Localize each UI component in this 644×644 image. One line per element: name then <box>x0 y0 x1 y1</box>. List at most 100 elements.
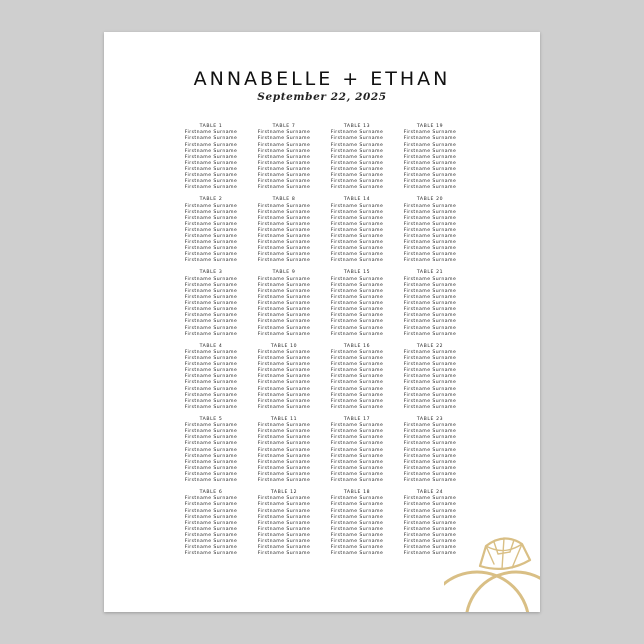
table-label: TABLE 15 <box>343 270 371 276</box>
guest-name: Firstname Surname <box>330 282 384 288</box>
guest-name: Firstname Surname <box>184 538 238 544</box>
guest-name: Firstname Surname <box>330 538 384 544</box>
guest-name: Firstname Surname <box>403 423 457 429</box>
guest-name: Firstname Surname <box>330 166 384 172</box>
guest-name: Firstname Surname <box>403 148 457 154</box>
diamond-ring-icon <box>444 537 540 612</box>
guest-name: Firstname Surname <box>257 240 311 246</box>
guest-name: Firstname Surname <box>330 288 384 294</box>
guest-name: Firstname Surname <box>184 471 238 477</box>
guest-name: Firstname Surname <box>330 356 384 362</box>
guest-name: Firstname Surname <box>184 368 238 374</box>
guest-name: Firstname Surname <box>330 374 384 380</box>
table-label: TABLE 2 <box>199 197 223 203</box>
guest-name: Firstname Surname <box>184 404 238 410</box>
guest-name: Firstname Surname <box>257 477 311 483</box>
guest-name: Firstname Surname <box>330 313 384 319</box>
guest-name: Firstname Surname <box>257 435 311 441</box>
guest-name: Firstname Surname <box>403 514 457 520</box>
guest-name: Firstname Surname <box>330 215 384 221</box>
table-block: TABLE 21 Firstname Surname Firstname Surna… <box>401 270 459 343</box>
guest-name: Firstname Surname <box>257 295 311 301</box>
guest-name: Firstname Surname <box>184 130 238 136</box>
guest-name: Firstname Surname <box>403 246 457 252</box>
guest-name: Firstname Surname <box>184 136 238 142</box>
table-block: TABLE 1 Firstname Surname Firstname Surnam… <box>182 124 240 197</box>
guest-name: Firstname Surname <box>184 295 238 301</box>
guest-name: Firstname Surname <box>403 301 457 307</box>
guest-name: Firstname Surname <box>257 349 311 355</box>
guest-name: Firstname Surname <box>403 532 457 538</box>
guest-name: Firstname Surname <box>257 514 311 520</box>
guest-name: Firstname Surname <box>257 148 311 154</box>
guest-name: Firstname Surname <box>257 386 311 392</box>
guest-name: Firstname Surname <box>184 276 238 282</box>
table-block: TABLE 16 Firstname Surname Firstname Surna… <box>328 344 386 417</box>
guest-name: Firstname Surname <box>330 508 384 514</box>
guest-name: Firstname Surname <box>330 526 384 532</box>
guest-name: Firstname Surname <box>403 502 457 508</box>
guest-name: Firstname Surname <box>257 221 311 227</box>
table-block: TABLE 11 Firstname Surname Firstname Surna… <box>255 417 313 490</box>
guest-name: Firstname Surname <box>330 246 384 252</box>
guest-name: Firstname Surname <box>330 185 384 191</box>
guest-name: Firstname Surname <box>257 258 311 264</box>
table-block: TABLE 7 Firstname Surname Firstname Surnam… <box>255 124 313 197</box>
guest-name: Firstname Surname <box>184 258 238 264</box>
guest-name: Firstname Surname <box>403 545 457 551</box>
guest-name: Firstname Surname <box>257 423 311 429</box>
guest-name: Firstname Surname <box>184 288 238 294</box>
guest-name: Firstname Surname <box>257 276 311 282</box>
guest-name: Firstname Surname <box>403 508 457 514</box>
guest-name: Firstname Surname <box>184 459 238 465</box>
table-label: TABLE 23 <box>416 416 444 422</box>
table-block: TABLE 18 Firstname Surname Firstname Surna… <box>328 490 386 563</box>
guest-name: Firstname Surname <box>184 142 238 148</box>
guest-name: Firstname Surname <box>330 453 384 459</box>
table-block: TABLE 9 Firstname Surname Firstname Surnam… <box>255 270 313 343</box>
guest-name: Firstname Surname <box>330 551 384 557</box>
guest-name: Firstname Surname <box>184 173 238 179</box>
guest-name: Firstname Surname <box>403 368 457 374</box>
guest-name: Firstname Surname <box>257 538 311 544</box>
guest-name: Firstname Surname <box>257 374 311 380</box>
guest-name: Firstname Surname <box>184 453 238 459</box>
table-label: TABLE 20 <box>416 197 444 203</box>
guest-name: Firstname Surname <box>330 209 384 215</box>
guest-name: Firstname Surname <box>184 386 238 392</box>
guest-name: Firstname Surname <box>330 520 384 526</box>
guest-name: Firstname Surname <box>184 349 238 355</box>
table-block: TABLE 22 Firstname Surname Firstname Surna… <box>401 344 459 417</box>
guest-name: Firstname Surname <box>330 227 384 233</box>
guest-name: Firstname Surname <box>403 252 457 258</box>
guest-name: Firstname Surname <box>403 288 457 294</box>
guest-name: Firstname Surname <box>184 465 238 471</box>
table-label: TABLE 1 <box>199 124 223 129</box>
guest-name: Firstname Surname <box>403 349 457 355</box>
guest-name: Firstname Surname <box>184 246 238 252</box>
guest-name: Firstname Surname <box>330 173 384 179</box>
table-block: TABLE 3 Firstname Surname Firstname Surnam… <box>182 270 240 343</box>
guest-name: Firstname Surname <box>403 538 457 544</box>
guest-name: Firstname Surname <box>184 252 238 258</box>
guest-name: Firstname Surname <box>330 459 384 465</box>
guest-name: Firstname Surname <box>403 453 457 459</box>
table-label: TABLE 19 <box>416 124 444 129</box>
table-label: TABLE 22 <box>416 343 444 349</box>
guest-name: Firstname Surname <box>184 398 238 404</box>
table-label: TABLE 4 <box>199 343 223 349</box>
guest-name: Firstname Surname <box>403 386 457 392</box>
table-label: TABLE 12 <box>270 489 298 495</box>
guest-name: Firstname Surname <box>257 453 311 459</box>
guest-name: Firstname Surname <box>330 477 384 483</box>
guest-name: Firstname Surname <box>184 520 238 526</box>
guest-name: Firstname Surname <box>330 465 384 471</box>
guest-name: Firstname Surname <box>184 502 238 508</box>
guest-name: Firstname Surname <box>257 362 311 368</box>
guest-name: Firstname Surname <box>330 368 384 374</box>
guest-name: Firstname Surname <box>184 209 238 215</box>
guest-name: Firstname Surname <box>184 234 238 240</box>
table-block: TABLE 12 Firstname Surname Firstname Surna… <box>255 490 313 563</box>
guest-name: Firstname Surname <box>257 288 311 294</box>
guest-name: Firstname Surname <box>184 319 238 325</box>
